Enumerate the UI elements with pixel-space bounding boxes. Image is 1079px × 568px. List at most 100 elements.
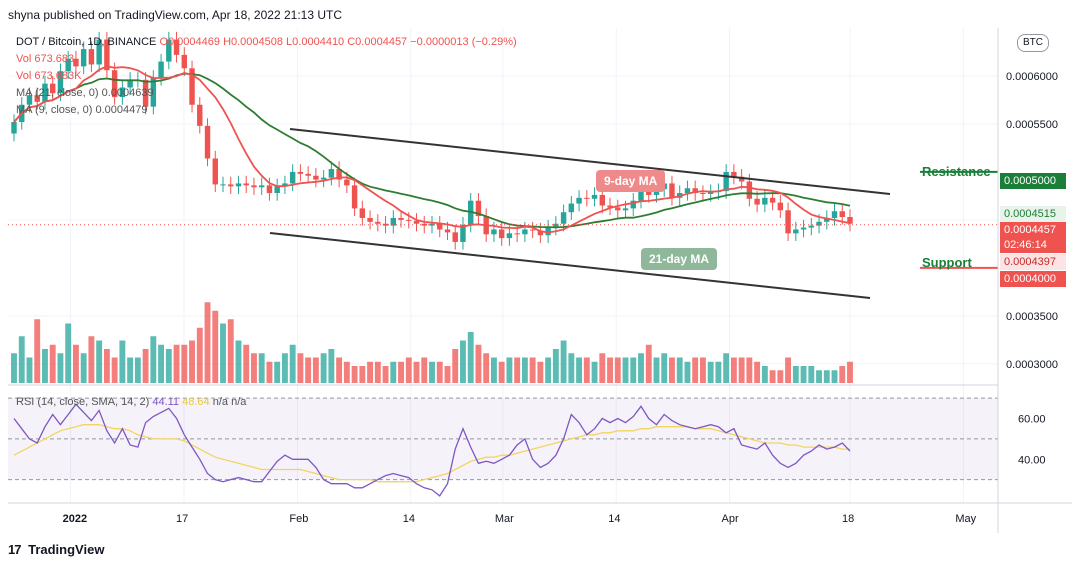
time-tick-label: 18: [842, 513, 854, 525]
ma9-line: [13, 65, 851, 234]
volume-bar: [498, 361, 505, 383]
candle-body: [220, 184, 226, 186]
volume-bar: [831, 370, 838, 383]
candle-body: [808, 225, 815, 228]
volume-bar: [638, 353, 644, 383]
candle-body: [576, 197, 582, 204]
candle-body: [197, 104, 203, 126]
candle-body: [452, 232, 458, 242]
volume-bar: [367, 361, 374, 383]
volume-bar: [390, 361, 397, 383]
candle-body: [258, 185, 265, 188]
volume-bar: [475, 344, 482, 383]
resistance-label: Resistance: [922, 164, 991, 179]
volume-bar: [88, 336, 95, 383]
volume-bar: [645, 344, 652, 383]
legend-ma9: MA (9, close, 0) 0.0004479: [16, 104, 148, 116]
candle-body: [375, 221, 381, 224]
candle-body: [622, 208, 629, 211]
volume-bar: [181, 344, 188, 383]
volume-bar: [11, 353, 17, 383]
candle-body: [746, 181, 753, 199]
candle-body: [390, 217, 397, 226]
candle-body: [839, 211, 845, 218]
volume-bar: [483, 353, 490, 383]
candle-body: [537, 230, 544, 236]
candle-body: [204, 125, 211, 159]
candle-body: [460, 224, 466, 242]
volume-bar: [769, 370, 776, 383]
volume-bar: [398, 361, 404, 383]
candle-body: [42, 83, 48, 102]
ma21-price-tag: 0.0004515: [1000, 206, 1066, 222]
volume-bar: [823, 370, 830, 383]
candle-body: [831, 211, 838, 218]
candle-body: [800, 227, 807, 230]
time-tick-label: 17: [176, 513, 188, 525]
volume-bar: [65, 323, 72, 383]
candle-body: [762, 197, 768, 205]
rsi-sma-line: [13, 424, 850, 483]
volume-bar: [467, 332, 474, 383]
volume-bar: [297, 353, 304, 383]
volume-bar: [545, 357, 552, 383]
candle-body: [26, 95, 33, 105]
volume-bar: [607, 357, 613, 383]
volume-bar: [243, 344, 250, 383]
candle-body: [289, 171, 296, 184]
currency-badge[interactable]: BTC: [1017, 34, 1049, 52]
volume-bar: [351, 366, 358, 383]
ma21-line: [13, 72, 851, 229]
candle-body: [88, 49, 95, 65]
candle-body: [777, 202, 784, 211]
volume-bar: [281, 353, 288, 383]
time-tick-label: Apr: [722, 513, 739, 525]
volume-bar: [266, 361, 273, 383]
candle-body: [57, 71, 64, 94]
candle-body: [406, 219, 412, 221]
price-tick-label: 0.0006000: [1006, 71, 1058, 83]
volume-bar: [576, 357, 583, 383]
candle-body: [607, 205, 613, 208]
volume-bar: [158, 344, 165, 383]
volume-bar: [57, 353, 64, 383]
volume-bar: [785, 357, 792, 383]
candle-body: [189, 68, 195, 105]
volume-bar: [661, 353, 668, 383]
volume-bar: [72, 344, 79, 383]
candle-body: [529, 229, 536, 231]
candle-body: [491, 229, 497, 235]
volume-bar: [150, 336, 157, 383]
candle-body: [313, 175, 319, 180]
price-tick-label: 0.0003500: [1006, 311, 1058, 323]
candlesticks: [11, 31, 853, 250]
volume-bar: [289, 344, 296, 383]
volume-bar: [312, 357, 319, 383]
volume-bar: [359, 366, 366, 383]
time-tick-label: Feb: [289, 513, 308, 525]
volume-bar: [320, 353, 327, 383]
volume-bar: [614, 357, 621, 383]
rsi-line: [13, 403, 851, 497]
candle-body: [437, 223, 443, 230]
ma9-price-tag: 0.0004397: [1000, 254, 1066, 270]
resistance-price-tag: 0.0005000: [1000, 173, 1066, 189]
candle-body: [344, 179, 350, 186]
volume-bar: [800, 366, 807, 383]
candle-body: [723, 171, 729, 192]
candle-body: [282, 183, 288, 187]
volume-bar: [707, 361, 714, 383]
volume-bar: [142, 349, 149, 383]
upper-trendline: [289, 128, 891, 195]
volume-bar: [343, 361, 350, 383]
candle-body: [382, 223, 389, 226]
price-tick-label: 0.0003000: [1006, 359, 1058, 371]
volume-bar: [521, 357, 528, 383]
chart-canvas[interactable]: 0.00060000.00055000.00045000.00035000.00…: [8, 28, 1072, 533]
candle-body: [692, 188, 698, 194]
candle-body: [274, 186, 280, 194]
candle-body: [228, 184, 234, 187]
countdown-tag: 02:46:14: [1000, 237, 1066, 253]
volume-bar: [684, 361, 691, 383]
ma9-callout: 9-day MA: [596, 170, 666, 192]
